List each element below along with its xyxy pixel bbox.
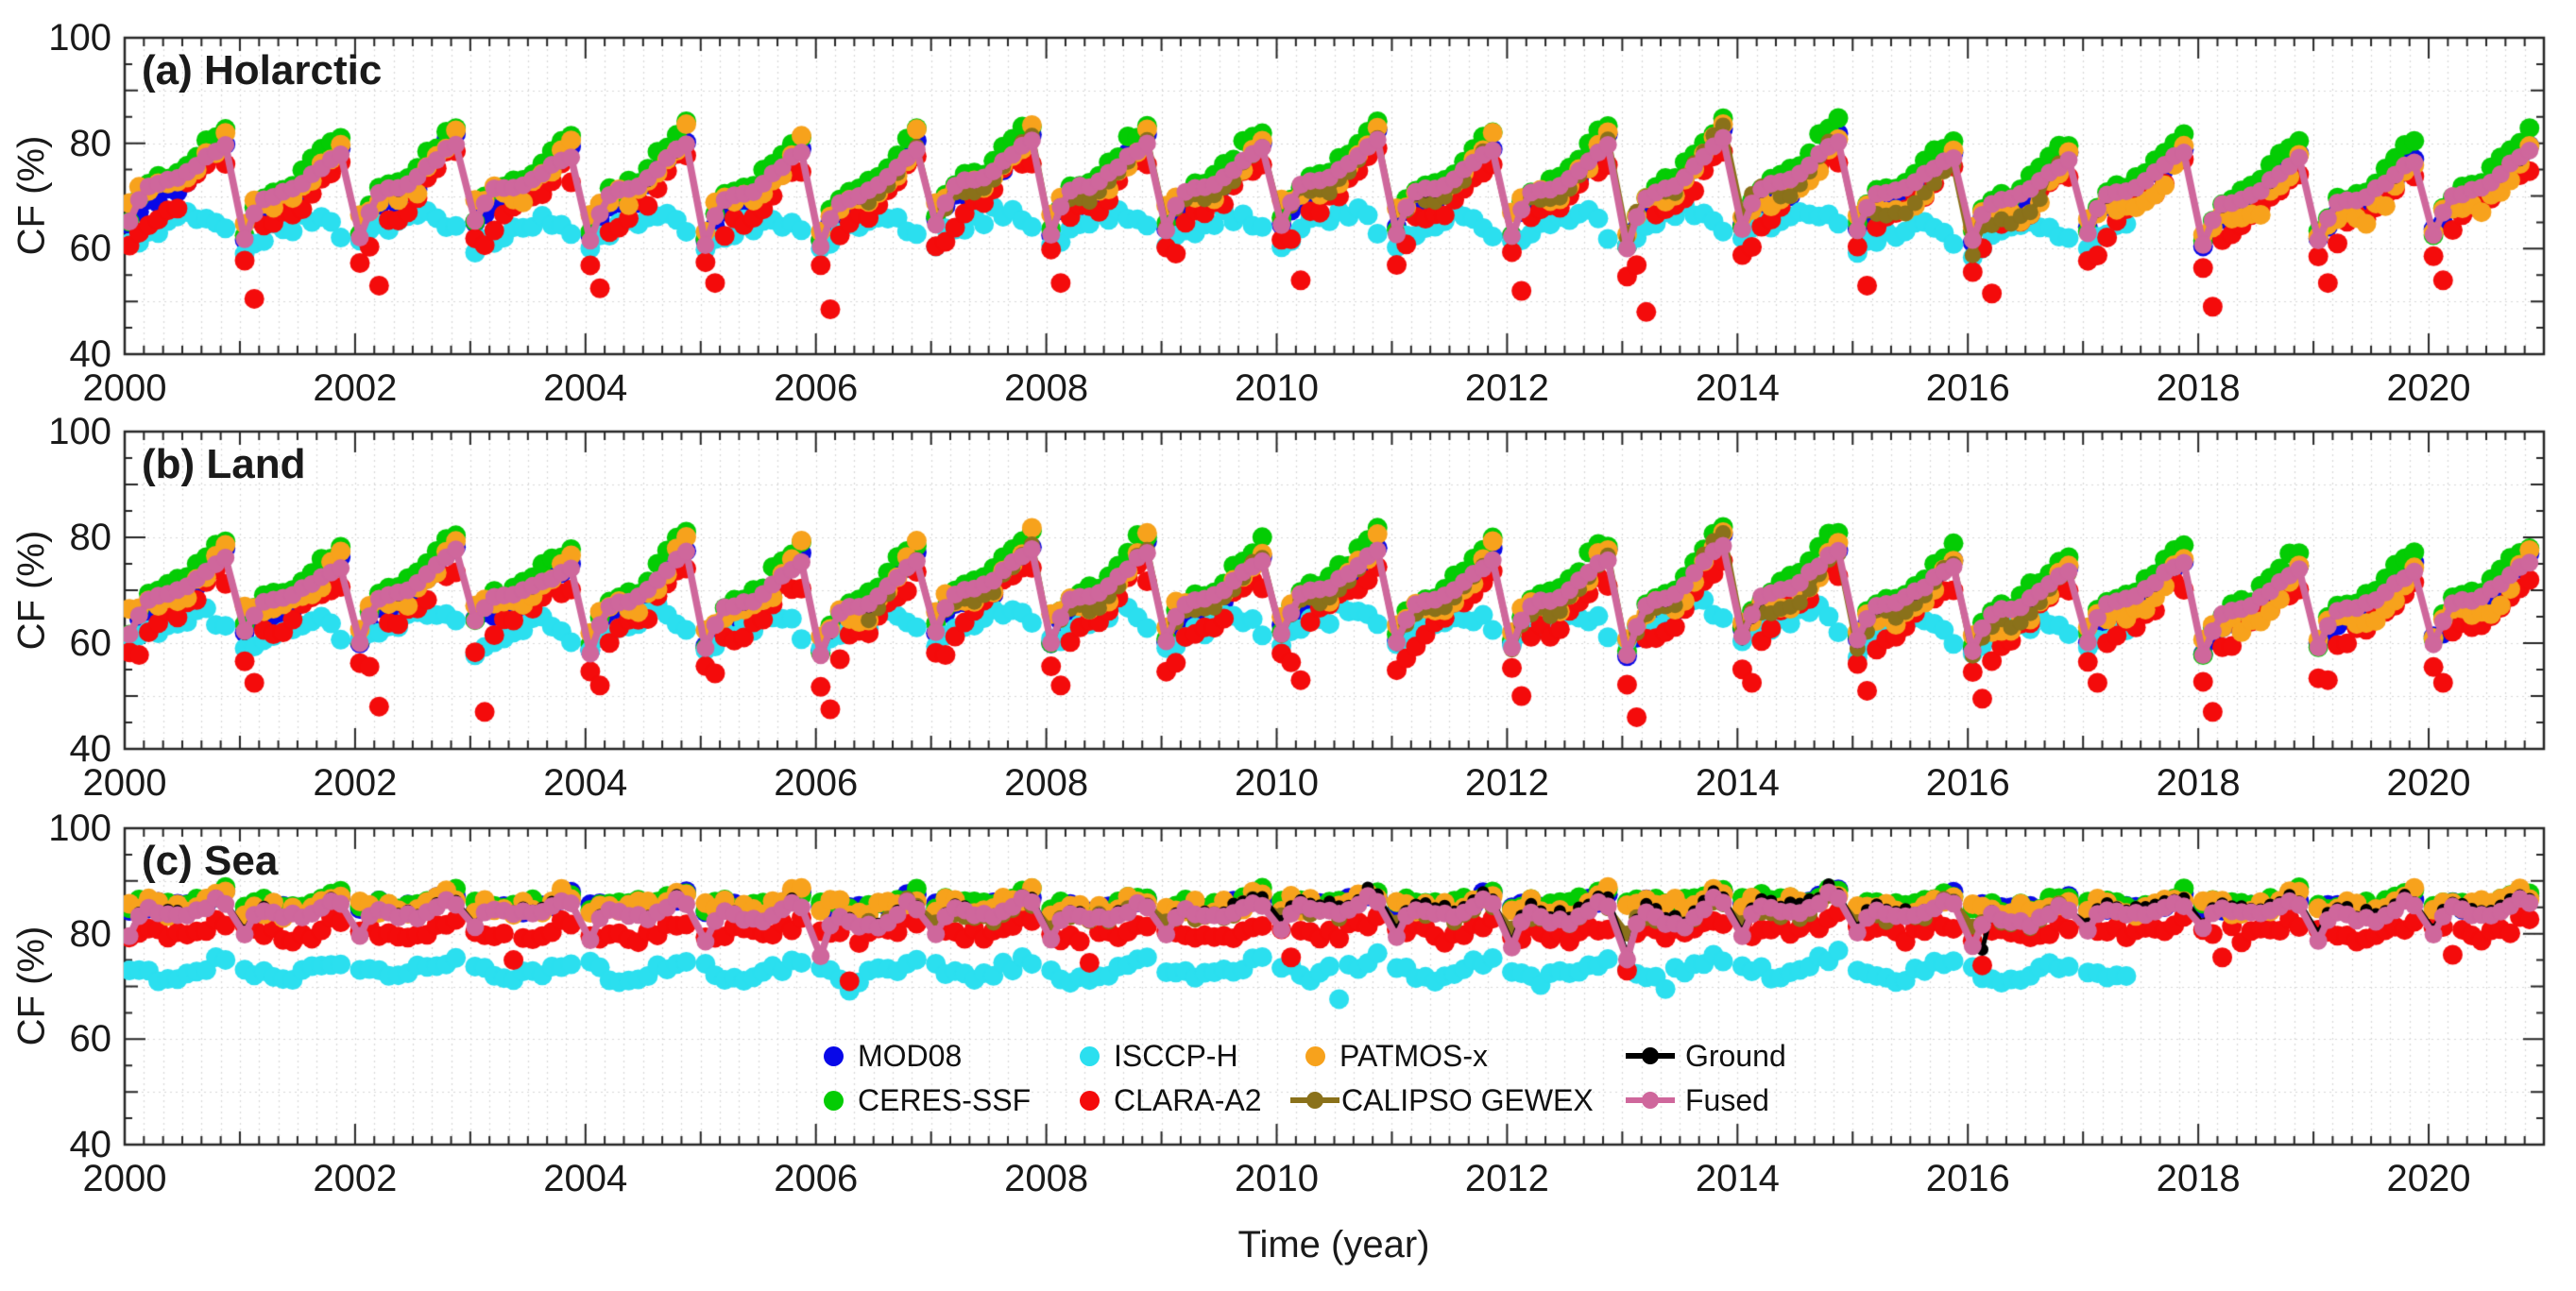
y-tick-label: 60 [69,622,112,664]
legend-dot-swatch-ceres-ssf [823,1090,844,1111]
x-tick-label: 2016 [1925,1158,2010,1199]
x-tick-label: 2004 [543,367,628,409]
x-tick-label: 2004 [543,762,628,804]
legend-dot-swatch-ground [1642,1047,1659,1064]
x-tick-label: 2004 [543,1158,628,1199]
x-tick-label: 2018 [2156,367,2241,409]
y-tick-label: 100 [48,411,111,452]
legend-dot-swatch-calipso-gewex [1306,1092,1323,1109]
x-tick-label: 2020 [2386,762,2471,804]
x-tick-label: 2010 [1235,762,1319,804]
legend-item-patmos-x: PATMOS-x [1339,1039,1489,1073]
x-tick-label: 2000 [82,1158,167,1199]
x-tick-label: 2014 [1695,367,1780,409]
x-tick-label: 2006 [774,367,859,409]
legend-item-isccp-h: ISCCP-H [1114,1039,1238,1073]
x-tick-label: 2008 [1004,1158,1089,1199]
x-tick-label: 2002 [313,367,398,409]
y-tick-label: 100 [48,807,111,849]
x-tick-label: 2008 [1004,762,1089,804]
x-tick-label: 2014 [1695,762,1780,804]
x-tick-label: 2006 [774,762,859,804]
y-tick-label: 40 [69,1124,112,1165]
y-tick-label: 40 [69,728,112,770]
legend-dot-swatch-mod08 [823,1045,844,1066]
x-tick-label: 2014 [1695,1158,1780,1199]
legend-item-calipso-gewex: CALIPSO GEWEX [1341,1083,1594,1117]
legend-item-clara-a2: CLARA-A2 [1114,1083,1262,1117]
x-tick-label: 2018 [2156,762,2241,804]
legend-dot-swatch-isccp-h [1079,1045,1100,1066]
x-tick-label: 2020 [2386,367,2471,409]
x-axis-label: Time (year) [1237,1224,1430,1266]
y-tick-label: 80 [69,122,112,164]
x-tick-label: 2012 [1464,1158,1549,1199]
legend-dot-swatch-patmos-x [1305,1045,1325,1066]
x-tick-label: 2018 [2156,1158,2241,1199]
legend-item-fused: Fused [1685,1083,1769,1117]
x-tick-label: 2002 [313,762,398,804]
legend-dot-swatch-clara-a2 [1079,1090,1100,1111]
x-tick-label: 2010 [1235,1158,1319,1199]
panel-title-sea: (c) Sea [142,838,279,884]
x-tick-label: 2012 [1464,367,1549,409]
legend-item-ground: Ground [1685,1039,1786,1073]
y-tick-label: 80 [69,517,112,558]
x-tick-label: 2020 [2386,1158,2471,1199]
x-tick-label: 2006 [774,1158,859,1199]
panel-title-land: (b) Land [142,441,306,487]
y-tick-label: 60 [69,228,112,270]
x-tick-label: 2010 [1235,367,1319,409]
legend-item-mod08: MOD08 [858,1039,963,1073]
legend-item-ceres-ssf: CERES-SSF [858,1083,1032,1117]
x-tick-label: 2002 [313,1158,398,1199]
y-tick-label: 80 [69,912,112,955]
x-tick-label: 2016 [1925,367,2010,409]
legend-dot-swatch-fused [1642,1092,1659,1109]
y-tick-label: 100 [48,17,111,59]
x-tick-label: 2016 [1925,762,2010,804]
y-tick-label: 40 [69,333,112,375]
x-tick-label: 2012 [1464,762,1549,804]
x-tick-label: 2008 [1004,367,1089,409]
x-tick-label: 2000 [82,367,167,409]
panel-title-holarctic: (a) Holarctic [142,47,383,93]
y-tick-label: 60 [69,1018,112,1061]
x-tick-label: 2000 [82,762,167,804]
